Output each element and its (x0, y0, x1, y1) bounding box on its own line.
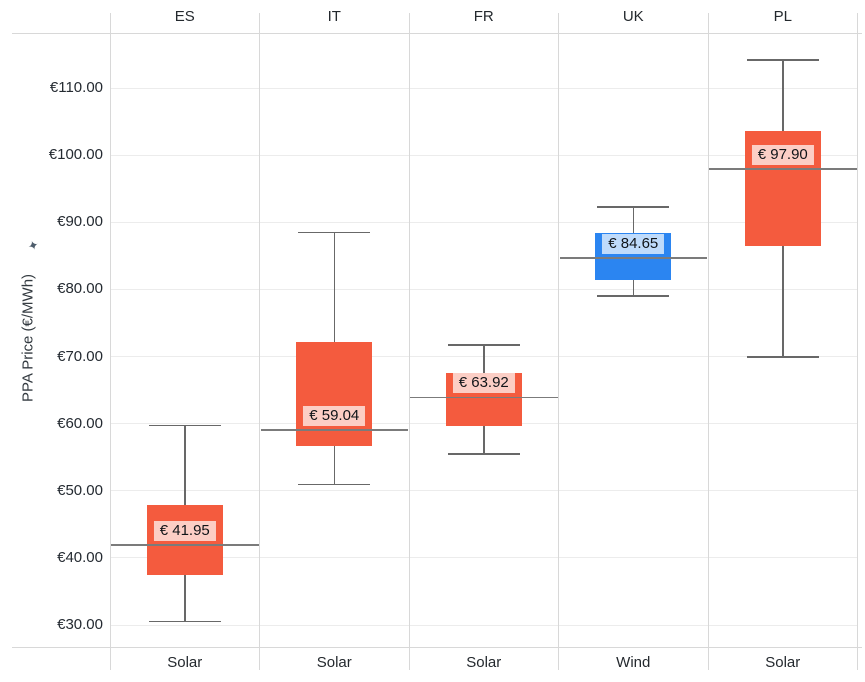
lower-whisker (483, 426, 485, 454)
median-value-label-uk: € 84.65 (602, 234, 665, 255)
panel-header-it: IT (327, 8, 341, 25)
panel-tech-label-uk: Wind (616, 654, 651, 671)
median-value-label-fr: € 63.92 (452, 373, 515, 394)
panel-separator (109, 13, 111, 670)
upper-whisker (184, 425, 186, 505)
y-tick-label: €70.00 (57, 347, 103, 365)
lower-whisker-cap (597, 295, 670, 297)
y-gridline (110, 87, 858, 89)
median-line-fr (410, 396, 558, 399)
panel-header-fr: FR (473, 8, 494, 25)
upper-whisker-cap (597, 206, 670, 208)
upper-whisker-cap (148, 424, 221, 427)
y-tick-label: €80.00 (57, 280, 103, 298)
panel-separator (857, 13, 858, 670)
median-line-it (260, 429, 408, 431)
lower-whisker-cap (298, 483, 371, 486)
upper-whisker-cap (447, 344, 520, 346)
panel-tech-label-pl: Solar (765, 654, 801, 671)
panel-separator (259, 13, 260, 670)
median-line-pl (709, 168, 857, 170)
y-gridline (110, 221, 858, 223)
lower-whisker (632, 279, 634, 297)
panel-tech-label-it: Solar (316, 654, 352, 671)
plot-bottom-border (12, 647, 862, 648)
median-line-uk (559, 257, 707, 259)
plot-top-border (12, 33, 862, 34)
y-tick-label: €30.00 (57, 616, 103, 633)
upper-whisker (483, 345, 485, 373)
median-line-es (111, 544, 259, 546)
median-value-label-it: € 59.04 (303, 406, 366, 427)
median-value-label-es: € 41.95 (153, 520, 216, 541)
y-tick-label: €110.00 (49, 79, 103, 96)
y-tick-label: €90.00 (57, 213, 103, 231)
panel-header-pl: PL (773, 8, 792, 25)
y-gridline (110, 154, 858, 156)
y-gridline (110, 557, 858, 559)
panel-tech-label-fr: Solar (466, 654, 502, 671)
median-value-label-pl: € 97.90 (751, 145, 814, 166)
upper-whisker-cap (298, 231, 371, 234)
lower-whisker-cap (447, 453, 520, 455)
y-tick-label: €60.00 (57, 414, 103, 432)
y-tick-label: €50.00 (57, 481, 103, 499)
y-gridline (110, 490, 858, 492)
panel-separator (408, 13, 410, 670)
panel-header-uk: UK (622, 8, 644, 25)
lower-whisker (184, 574, 186, 622)
upper-whisker (782, 59, 784, 131)
upper-whisker (333, 232, 335, 342)
lower-whisker-cap (148, 620, 221, 623)
lower-whisker (333, 445, 335, 485)
panel-header-es: ES (174, 8, 195, 25)
y-gridline (110, 288, 858, 290)
upper-whisker-cap (746, 59, 819, 61)
lower-whisker-cap (746, 356, 819, 358)
y-tick-label: €40.00 (57, 548, 103, 566)
panel-separator (707, 13, 709, 670)
box-it[interactable] (296, 341, 373, 446)
panel-separator (558, 13, 559, 670)
panel-tech-label-es: Solar (167, 654, 203, 671)
lower-whisker (782, 246, 784, 358)
upper-whisker (632, 206, 634, 233)
pin-icon[interactable]: ✦ (25, 236, 41, 255)
y-tick-label: €100.00 (48, 146, 103, 164)
y-gridline (110, 624, 858, 626)
